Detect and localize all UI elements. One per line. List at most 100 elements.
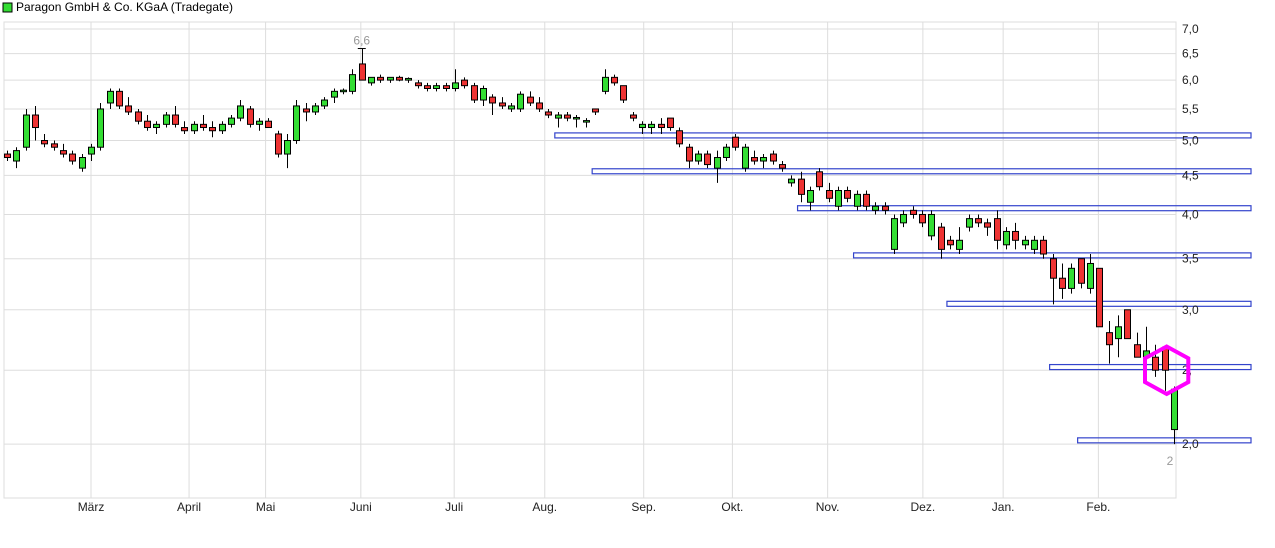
y-tick-label: 7,0 [1182, 22, 1199, 36]
candle-body [116, 90, 123, 107]
candle [1003, 227, 1010, 250]
candle [135, 108, 142, 125]
candle [592, 108, 599, 116]
candle [340, 88, 347, 95]
candle-body [247, 108, 254, 125]
candle-body [798, 178, 805, 195]
legend: Paragon GmbH & Co. KGaA (Tradegate) [2, 0, 233, 14]
candle [658, 118, 665, 134]
candle-body [545, 111, 552, 116]
candle-body [144, 120, 151, 129]
candle-body [396, 76, 403, 81]
low-label: 2 [1167, 454, 1174, 468]
candle [405, 77, 412, 83]
candle-body [107, 90, 114, 104]
candle-body [788, 178, 795, 184]
candle-body [1031, 239, 1038, 250]
candle-body [872, 205, 879, 211]
candle-body [172, 114, 179, 125]
candle [368, 76, 375, 86]
candle [573, 115, 580, 128]
candle-body [359, 63, 366, 81]
candle-body [723, 146, 730, 159]
candle-body [1059, 277, 1066, 289]
y-tick-label: 4,0 [1182, 207, 1199, 221]
candle-body [200, 123, 207, 129]
y-tick-label: 3,0 [1182, 303, 1199, 317]
candle [527, 91, 534, 106]
candle-body [1022, 239, 1029, 246]
candle [788, 175, 795, 187]
candle-body [984, 222, 991, 228]
candle-body [293, 105, 300, 142]
support-level-box [1077, 437, 1252, 444]
y-tick-label: 4,5 [1182, 168, 1199, 182]
candle [835, 186, 842, 211]
annotations: 6,62 [353, 34, 1191, 468]
candle-body [844, 189, 851, 199]
candle [1162, 346, 1169, 391]
candle-body [499, 102, 506, 107]
candle-body [779, 164, 786, 169]
candle-body [555, 114, 562, 119]
y-tick-label: 6,0 [1182, 73, 1199, 87]
candle-body [1115, 326, 1122, 340]
candle-body [256, 120, 263, 125]
highlight-hexagon [1143, 344, 1191, 397]
candle-body [994, 218, 1001, 241]
high-label: 6,6 [353, 34, 370, 48]
candle-body [891, 218, 898, 250]
candle-body [714, 157, 721, 169]
candle [41, 133, 48, 148]
candle-body [480, 87, 487, 101]
candle [844, 186, 851, 203]
candle-body [452, 82, 459, 89]
candle-body [209, 127, 216, 132]
candle [51, 140, 58, 151]
candle [536, 97, 543, 112]
y-tick-label: 2,0 [1182, 437, 1199, 451]
candle [1152, 344, 1159, 377]
candle [125, 97, 132, 116]
x-tick-label: Juni [350, 500, 372, 514]
candle [219, 121, 226, 134]
x-tick-label: Dez. [911, 500, 936, 514]
candle [443, 82, 450, 92]
candle [1171, 386, 1178, 445]
candle [489, 94, 496, 116]
candle [303, 102, 310, 122]
candle [966, 214, 973, 232]
candle-body [424, 85, 431, 89]
candle-body [1152, 356, 1159, 371]
candle [779, 161, 786, 172]
candle [69, 150, 76, 165]
candle-body [405, 77, 412, 81]
candle [994, 210, 1001, 250]
candle-body [1003, 230, 1010, 246]
candle [4, 150, 11, 162]
candle-body [125, 105, 132, 113]
candle-body [816, 171, 823, 188]
y-tick-label: 3,5 [1182, 252, 1199, 266]
candle [480, 85, 487, 106]
candle [471, 82, 478, 103]
candle-body [181, 127, 188, 132]
x-axis-labels: März April Mai Juni Juli Aug. Sep. Okt. Nov. Dez.… [78, 500, 1111, 514]
candle-body [219, 123, 226, 132]
candle [919, 210, 926, 228]
candle [499, 97, 506, 109]
candle [60, 143, 67, 158]
candle-body [284, 140, 291, 155]
candle-body [88, 146, 95, 155]
candle [704, 150, 711, 169]
candle-body [489, 96, 496, 104]
candle-body [1171, 388, 1178, 431]
candle [723, 143, 730, 162]
candle-body [32, 114, 39, 129]
candle [1106, 321, 1113, 364]
candle [1087, 254, 1094, 294]
candle [396, 75, 403, 82]
candle-body [751, 157, 758, 162]
support-level-box [852, 252, 1252, 259]
